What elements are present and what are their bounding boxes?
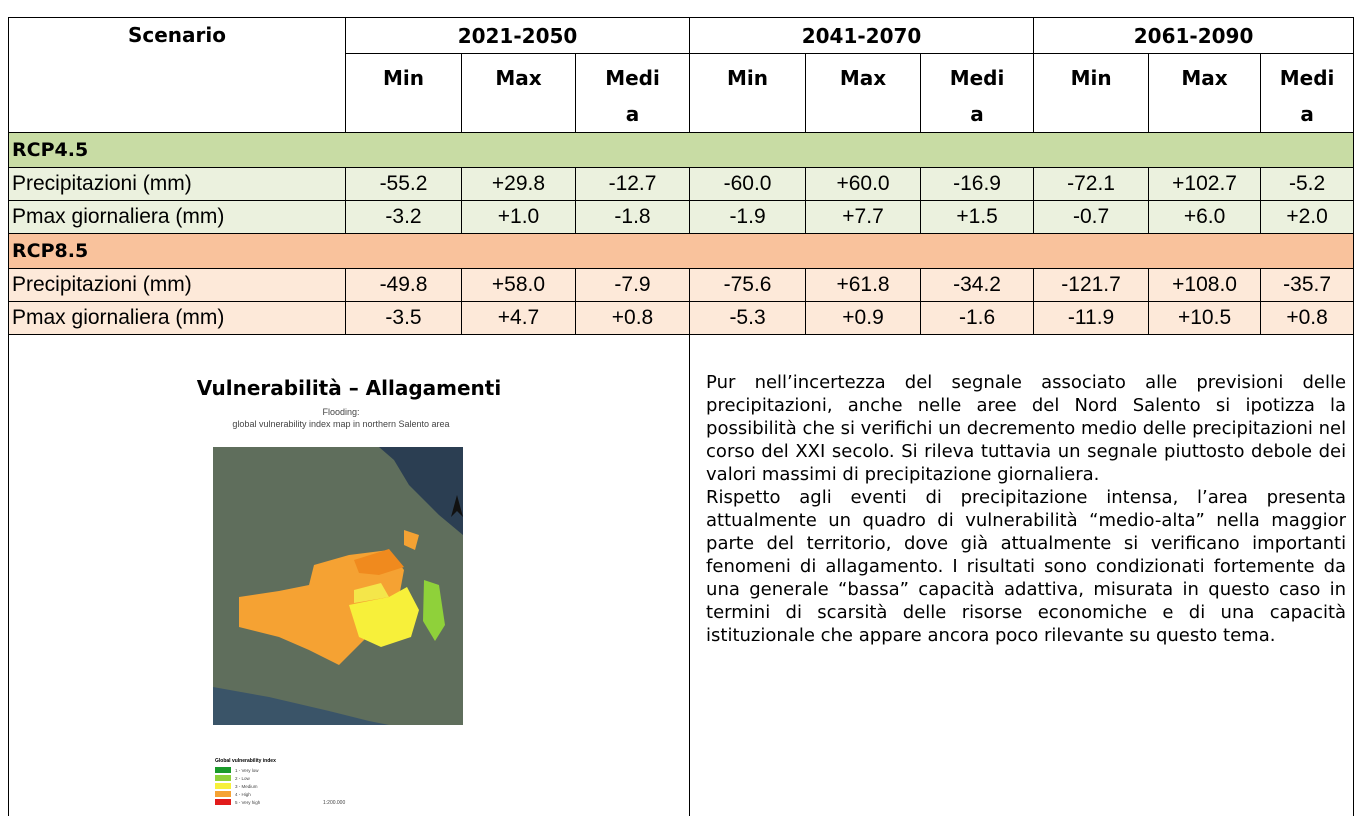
data-row: Pmax giornaliera (mm)-3.2+1.0-1.8-1.9+7.… [9, 201, 1354, 234]
section-label: RCP4.5 [9, 133, 1354, 168]
cell-value: +0.8 [576, 302, 690, 335]
column-header: Media [1261, 54, 1354, 133]
figure-title: Vulnerabilità – Allagamenti [197, 376, 501, 400]
legend-swatch [215, 767, 231, 773]
cell-value: +2.0 [1261, 201, 1354, 234]
column-header: Max [1149, 54, 1261, 133]
cell-value: -5.3 [690, 302, 806, 335]
cell-value: -11.9 [1034, 302, 1149, 335]
cell-value: -35.7 [1261, 269, 1354, 302]
column-header-text: Min [1059, 60, 1123, 96]
legend-swatch [215, 775, 231, 781]
legend-swatch [215, 783, 231, 789]
column-header-text: Min [716, 60, 780, 96]
column-header-text: Media [945, 60, 1009, 132]
cell-value: -121.7 [1034, 269, 1149, 302]
paragraph: Rispetto agli eventi di precipitazione i… [706, 486, 1346, 647]
cell-value: +1.0 [462, 201, 576, 234]
section-row: RCP8.5 [9, 234, 1354, 269]
cell-value: +29.8 [462, 168, 576, 201]
row-label: Pmax giornaliera (mm) [9, 201, 346, 234]
column-header-text: Media [1275, 60, 1339, 132]
legend-title: Global vulnerability index [215, 758, 276, 764]
cell-value: +1.5 [921, 201, 1034, 234]
cell-value: -3.5 [346, 302, 462, 335]
cell-value: +61.8 [806, 269, 921, 302]
column-header-text: Max [1173, 60, 1237, 96]
column-header: Media [576, 54, 690, 133]
paragraph: Pur nell’incertezza del segnale associat… [706, 371, 1346, 486]
page: Scenario {"table":{ "corner":"Scenario",… [0, 0, 1360, 816]
cell-value: +0.8 [1261, 302, 1354, 335]
figure: Vulnerabilità – Allagamenti Flooding: glob… [9, 335, 690, 816]
column-header: Min [1034, 54, 1149, 133]
column-header-text: Media [601, 60, 665, 132]
cell-value: -72.1 [1034, 168, 1149, 201]
figure-cell: Vulnerabilità – Allagamenti Flooding: glob… [9, 335, 690, 816]
cell-value: +6.0 [1149, 201, 1261, 234]
column-header: Max [462, 54, 576, 133]
cell-value: -49.8 [346, 269, 462, 302]
bottom-row: Vulnerabilità – Allagamenti Flooding: glob… [9, 335, 1354, 816]
legend-swatch [215, 799, 231, 805]
map-scale: 1:200.000 [323, 800, 345, 806]
cell-value: +58.0 [462, 269, 576, 302]
map-subtitle: global vulnerability index map in northe… [232, 419, 449, 429]
section-row: RCP4.5 [9, 133, 1354, 168]
cell-value: -75.6 [690, 269, 806, 302]
cell-value: +4.7 [462, 302, 576, 335]
cell-value: +102.7 [1149, 168, 1261, 201]
data-row: Precipitazioni (mm)-49.8+58.0-7.9-75.6+6… [9, 269, 1354, 302]
legend-swatch [215, 791, 231, 797]
cell-value: -12.7 [576, 168, 690, 201]
column-header-text: Min [372, 60, 436, 96]
period-header: 2041-2070 [690, 18, 1034, 54]
data-row: Precipitazioni (mm)-55.2+29.8-12.7-60.0+… [9, 168, 1354, 201]
legend-label: 4 - High [235, 792, 251, 797]
cell-value: +108.0 [1149, 269, 1261, 302]
cell-value: -1.9 [690, 201, 806, 234]
cell-value: -7.9 [576, 269, 690, 302]
legend-label: 3 - Medium [235, 784, 258, 789]
cell-value: -55.2 [346, 168, 462, 201]
legend-label: 2 - Low [235, 776, 251, 781]
cell-value: -3.2 [346, 201, 462, 234]
cell-value: +7.7 [806, 201, 921, 234]
column-header-text: Max [831, 60, 895, 96]
cell-value: -60.0 [690, 168, 806, 201]
data-row: Pmax giornaliera (mm)-3.5+4.7+0.8-5.3+0.… [9, 302, 1354, 335]
cell-value: -34.2 [921, 269, 1034, 302]
body: Scenario2021-20502041-20702061-2090 Min Ma… [0, 0, 1360, 816]
map-title: Flooding: [322, 407, 359, 417]
column-header: Max [806, 54, 921, 133]
column-header-text: Max [487, 60, 551, 96]
text-cell: Pur nell’incertezza del segnale associat… [690, 335, 1354, 816]
row-label: Precipitazioni (mm) [9, 269, 346, 302]
period-header: 2061-2090 [1034, 18, 1354, 54]
column-header: Media [921, 54, 1034, 133]
cell-value: +60.0 [806, 168, 921, 201]
period-header: 2021-2050 [346, 18, 690, 54]
cell-value: -0.7 [1034, 201, 1149, 234]
column-header: Min [346, 54, 462, 133]
cell-value: +10.5 [1149, 302, 1261, 335]
cell-value: -1.8 [576, 201, 690, 234]
row-label: Precipitazioni (mm) [9, 168, 346, 201]
legend-label: 1 - Very low [235, 768, 259, 773]
row-label: Pmax giornaliera (mm) [9, 302, 346, 335]
column-header: Min [690, 54, 806, 133]
cell-value: -1.6 [921, 302, 1034, 335]
corner-header: Scenario [9, 18, 346, 133]
legend-label: 5 - Very high [235, 800, 261, 805]
cell-value: -16.9 [921, 168, 1034, 201]
cell-value: -5.2 [1261, 168, 1354, 201]
section-label: RCP8.5 [9, 234, 1354, 269]
cell-value: +0.9 [806, 302, 921, 335]
